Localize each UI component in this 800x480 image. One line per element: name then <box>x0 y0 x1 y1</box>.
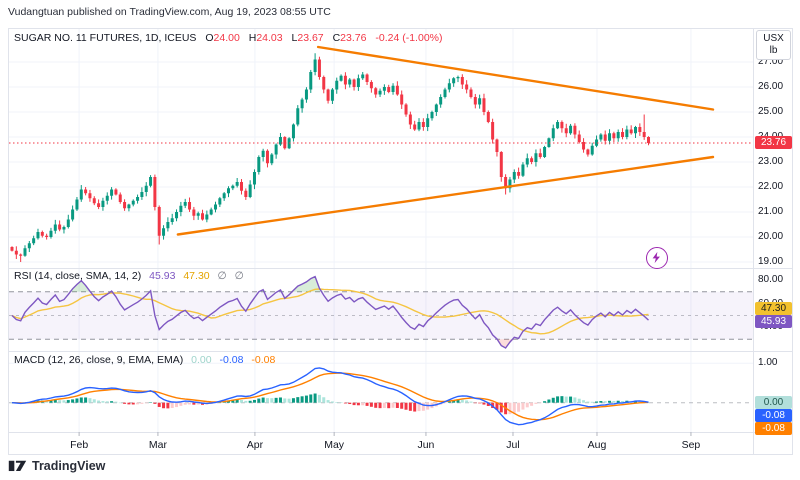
rsi-legend: RSI (14, close, SMA, 14, 2) 45.93 47.30 … <box>14 270 249 282</box>
price-unit-badge: USX lb <box>756 30 791 60</box>
high-value: 24.03 <box>256 32 283 44</box>
open-label: O <box>205 32 214 44</box>
month-label: Sep <box>681 439 701 451</box>
macd-value-badge: -0.08 <box>755 409 792 422</box>
rsi-legend-title: RSI (14, close, SMA, 14, 2) <box>14 270 142 282</box>
macd-legend-title: MACD (12, 26, close, 9, EMA, EMA) <box>14 354 184 366</box>
symbol-info-bar: SUGAR NO. 11 FUTURES, 1D, ICEUS O24.00 H… <box>14 32 443 44</box>
price-tick-label: 25.00 <box>758 106 784 117</box>
tradingview-logo-icon <box>8 460 27 472</box>
high-label: H <box>248 32 257 44</box>
tradingview-logo-text: TradingView <box>32 458 106 473</box>
month-label: Jul <box>506 439 520 451</box>
price-tick-label: 23.00 <box>758 156 784 167</box>
price-tick-label: 21.00 <box>758 206 784 217</box>
price-tick-label: 22.00 <box>758 181 784 192</box>
month-label: Mar <box>148 439 167 451</box>
credit-line: Vudangtuan published on TradingView.com,… <box>8 6 331 18</box>
month-label: Feb <box>70 439 89 451</box>
last-price-badge: 23.76 <box>755 136 792 149</box>
rsi-tick-label: 80.00 <box>758 273 784 285</box>
close-label: C <box>332 32 341 44</box>
symbol-title: SUGAR NO. 11 FUTURES, 1D, ICEUS <box>14 32 197 44</box>
macd-signal-value: -0.08 <box>251 354 276 366</box>
unit-line2: lb <box>769 45 778 56</box>
lightning-icon <box>652 251 660 264</box>
chart-container <box>8 28 793 455</box>
close-value: 23.76 <box>340 32 367 44</box>
macd-legend: MACD (12, 26, close, 9, EMA, EMA) 0.00 -… <box>14 354 280 366</box>
price-tick-label: 27.00 <box>758 56 784 67</box>
macd-hist-badge: 0.00 <box>755 396 792 409</box>
open-value: 24.00 <box>213 32 240 44</box>
rsi-value-badge: 45.93 <box>755 315 792 328</box>
unit-line1: USX <box>763 33 784 44</box>
price-tick-label: 26.00 <box>758 81 784 92</box>
tradingview-logo-link[interactable]: TradingView <box>8 458 105 473</box>
macd-line-value: -0.08 <box>219 354 244 366</box>
price-tick-label: 20.00 <box>758 231 784 242</box>
rsi-value: 45.93 <box>149 270 176 282</box>
rsi-empty-1: ∅ <box>217 270 227 282</box>
rsi-empty-2: ∅ <box>234 270 244 282</box>
price-tick-label: 19.00 <box>758 256 784 267</box>
boost-lightning-button[interactable] <box>646 247 668 269</box>
month-label: Apr <box>246 439 264 451</box>
month-label: Jun <box>417 439 435 451</box>
rsi-ma-badge: 47.30 <box>755 302 792 315</box>
change-value: -0.24 (-1.00%) <box>375 32 443 44</box>
month-label: May <box>324 439 345 451</box>
macd-signal-badge: -0.08 <box>755 422 792 435</box>
rsi-ma-value: 47.30 <box>183 270 210 282</box>
macd-tick-label: 1.00 <box>758 357 778 369</box>
macd-hist-value: 0.00 <box>191 354 212 366</box>
low-value: 23.67 <box>297 32 324 44</box>
month-label: Aug <box>587 439 607 451</box>
low-label: L <box>291 32 298 44</box>
